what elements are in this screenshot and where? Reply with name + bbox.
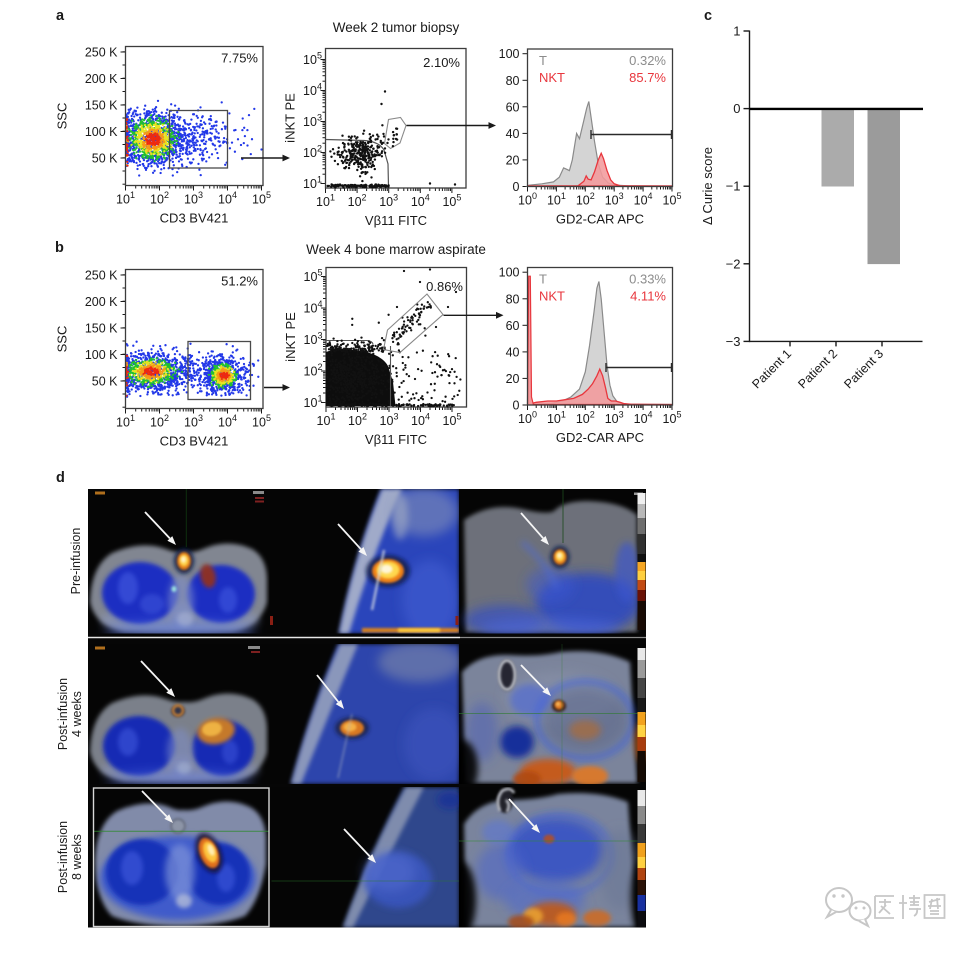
svg-text:Week 2 tumor biopsy: Week 2 tumor biopsy bbox=[333, 20, 460, 35]
svg-text:150 K: 150 K bbox=[85, 322, 118, 336]
svg-text:150 K: 150 K bbox=[85, 99, 118, 113]
svg-text:51.2%: 51.2% bbox=[221, 274, 258, 289]
svg-text:c: c bbox=[704, 8, 712, 24]
svg-text:250 K: 250 K bbox=[85, 269, 118, 283]
svg-text:Week 4 bone marrow aspirate: Week 4 bone marrow aspirate bbox=[306, 242, 486, 257]
svg-text:250 K: 250 K bbox=[85, 46, 118, 60]
svg-text:Vβ11 FITC: Vβ11 FITC bbox=[365, 213, 427, 228]
svg-text:SSC: SSC bbox=[55, 326, 70, 353]
svg-text:iNKT PE: iNKT PE bbox=[283, 93, 298, 143]
svg-text:SSC: SSC bbox=[55, 103, 70, 130]
svg-text:b: b bbox=[55, 240, 64, 256]
svg-text:50 K: 50 K bbox=[92, 152, 118, 166]
svg-text:CD3 BV421: CD3 BV421 bbox=[160, 434, 229, 449]
svg-text:200 K: 200 K bbox=[85, 72, 118, 86]
svg-text:CD3 BV421: CD3 BV421 bbox=[160, 211, 229, 226]
svg-text:100 K: 100 K bbox=[85, 125, 118, 139]
svg-text:200 K: 200 K bbox=[85, 295, 118, 309]
svg-text:50 K: 50 K bbox=[92, 375, 118, 389]
svg-text:iNKT PE: iNKT PE bbox=[283, 312, 298, 362]
svg-text:a: a bbox=[56, 8, 65, 24]
svg-text:Vβ11 FITC: Vβ11 FITC bbox=[365, 432, 427, 447]
svg-text:0.86%: 0.86% bbox=[426, 279, 463, 294]
svg-text:d: d bbox=[56, 470, 65, 486]
svg-text:7.75%: 7.75% bbox=[221, 51, 258, 66]
svg-text:2.10%: 2.10% bbox=[423, 55, 460, 70]
svg-text:100 K: 100 K bbox=[85, 348, 118, 362]
